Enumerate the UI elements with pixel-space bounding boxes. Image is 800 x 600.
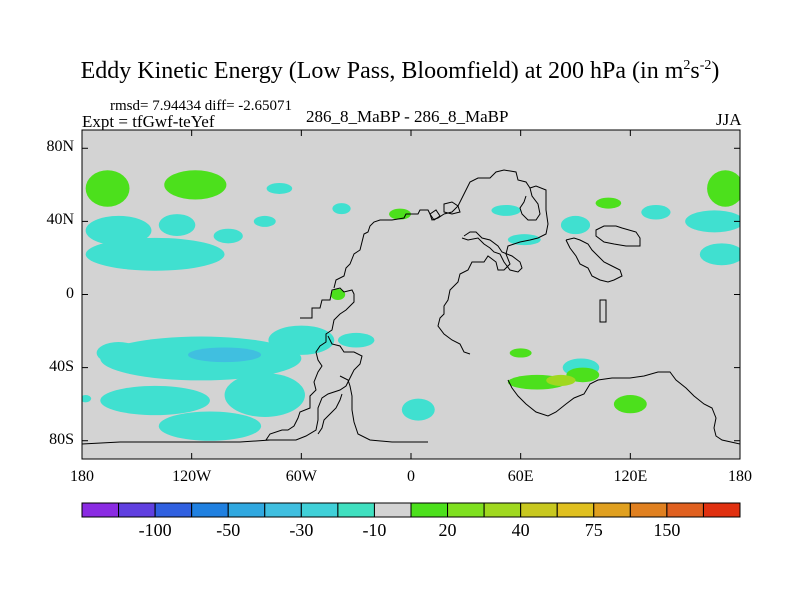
colorbar-label: 40 xyxy=(511,520,530,540)
season-label: JJA xyxy=(716,110,742,129)
field-region-35 xyxy=(82,395,92,403)
colorbar-label: -30 xyxy=(289,520,314,540)
field-region-23 xyxy=(224,373,305,417)
field-region-29 xyxy=(188,347,262,363)
colorbar-box-14 xyxy=(593,502,631,518)
x-tick-label: 120E xyxy=(613,468,648,485)
field-regions xyxy=(82,170,740,441)
field-region-11 xyxy=(266,183,293,194)
colorbar-box-9 xyxy=(410,502,449,518)
colorbar-label: 150 xyxy=(653,520,681,540)
field-region-14 xyxy=(491,204,521,216)
colorbar-box-6 xyxy=(300,502,339,518)
chart-title: Eddy Kinetic Energy (Low Pass, Bloomfiel… xyxy=(0,58,800,85)
field-region-31 xyxy=(613,395,647,414)
coastline-island-a xyxy=(599,299,607,323)
coastline-interior-d xyxy=(429,209,441,221)
coastline-interior-b xyxy=(519,187,541,221)
field-region-5 xyxy=(595,197,622,209)
coastline-interior-e xyxy=(317,393,343,435)
colorbar xyxy=(81,502,741,518)
coastline-japan xyxy=(595,225,641,247)
colorbar-label: 75 xyxy=(584,520,603,540)
field-region-3 xyxy=(707,170,740,207)
colorbar-box-15 xyxy=(629,502,668,518)
field-region-34 xyxy=(546,374,576,386)
x-tick-label: 60W xyxy=(285,468,317,485)
y-tick-label: 40S xyxy=(49,357,74,375)
colorbar-box-7 xyxy=(337,502,375,518)
experiment-label: Expt = tfGwf-teYef xyxy=(82,112,215,131)
coastline-antarctica xyxy=(507,371,740,445)
colorbar-box-3 xyxy=(191,502,229,518)
field-region-26 xyxy=(337,332,375,348)
runs-label: 286_8_MaBP - 286_8_MaBP xyxy=(306,107,509,126)
colorbar-box-8 xyxy=(373,502,412,518)
axis-ticks xyxy=(81,130,741,459)
title-exponent-2: -2 xyxy=(699,58,712,73)
colorbar-box-1 xyxy=(118,502,156,518)
field-region-15 xyxy=(560,215,591,235)
field-region-32 xyxy=(509,348,532,358)
colorbar-box-11 xyxy=(483,502,522,518)
field-region-12 xyxy=(253,215,276,227)
field-region-4 xyxy=(389,208,411,220)
field-region-18 xyxy=(699,243,740,266)
field-region-8 xyxy=(158,214,196,237)
colorbar-box-10 xyxy=(447,502,485,518)
y-tick-label: 40N xyxy=(46,211,74,229)
colorbar-box-13 xyxy=(556,502,595,518)
coastlines xyxy=(82,169,740,445)
field-region-22 xyxy=(268,325,335,355)
field-region-21 xyxy=(100,385,210,416)
colorbar-box-5 xyxy=(264,502,302,518)
y-tick-label: 0 xyxy=(66,284,74,302)
coastline-eurasia-africa xyxy=(437,169,549,355)
colorbar-box-0 xyxy=(81,502,120,518)
stats-label: rmsd= 7.94434 diff= -2.65071 xyxy=(110,98,293,114)
title-end: ) xyxy=(711,58,720,84)
field-region-25 xyxy=(96,342,141,364)
x-tick-label: 180 xyxy=(728,468,752,485)
coastline-south-america xyxy=(265,287,363,441)
y-tick-label: 80S xyxy=(49,430,74,448)
colorbar-box-17 xyxy=(702,502,741,518)
colorbar-box-2 xyxy=(154,502,193,518)
colorbar-box-12 xyxy=(520,502,558,518)
x-tick-label: 60E xyxy=(507,468,534,485)
title-main: Eddy Kinetic Energy (Low Pass, Bloomfiel… xyxy=(80,58,684,84)
x-tick-label: 0 xyxy=(407,468,415,485)
field-region-16 xyxy=(641,204,671,220)
colorbar-label: -100 xyxy=(138,520,172,540)
coastline-interior-a xyxy=(461,231,523,273)
x-tick-label: 120W xyxy=(172,468,212,485)
field-region-2 xyxy=(164,170,227,200)
colorbar-box-16 xyxy=(666,502,704,518)
field-region-24 xyxy=(158,411,262,441)
coastline-north-america xyxy=(333,209,445,289)
field-region-27 xyxy=(401,398,435,421)
title-exponent-1: 2 xyxy=(683,58,691,73)
field-region-13 xyxy=(332,203,351,215)
coastline-antarctic-peninsula xyxy=(339,375,428,443)
y-tick-label: 80N xyxy=(46,138,74,156)
coastline-antarctic-shelf xyxy=(82,439,271,445)
field-region-9 xyxy=(85,237,225,271)
field-region-19 xyxy=(507,234,541,246)
colorbar-label: -10 xyxy=(362,520,387,540)
coastline-east-asia xyxy=(565,237,623,283)
colorbar-label: -50 xyxy=(216,520,241,540)
field-region-1 xyxy=(85,170,130,207)
field-region-10 xyxy=(213,228,243,244)
colorbar-box-4 xyxy=(227,502,266,518)
colorbar-label: 20 xyxy=(438,520,457,540)
title-unit-s: s xyxy=(690,58,700,84)
field-region-7 xyxy=(85,215,152,246)
field-region-17 xyxy=(685,210,740,233)
field-region-6 xyxy=(330,289,346,300)
coastline-interior-c xyxy=(443,201,461,215)
x-tick-label: 180 xyxy=(70,468,94,485)
